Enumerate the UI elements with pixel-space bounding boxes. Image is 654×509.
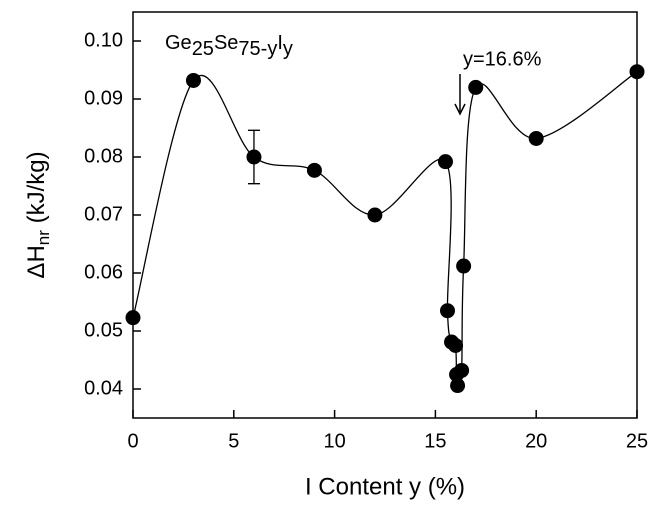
data-point bbox=[629, 64, 645, 80]
data-point bbox=[468, 79, 484, 95]
data-point bbox=[367, 207, 383, 223]
formula-sub: y bbox=[283, 38, 293, 60]
data-point bbox=[454, 362, 470, 378]
x-tick-label: 10 bbox=[323, 430, 345, 452]
y-tick-label: 0.09 bbox=[84, 87, 123, 109]
data-point bbox=[185, 72, 201, 88]
data-point bbox=[437, 154, 453, 170]
formula-part: I bbox=[277, 32, 283, 54]
y-title-unit: (kJ/kg) bbox=[23, 151, 50, 230]
formula-part: Se bbox=[214, 32, 238, 54]
data-point bbox=[306, 162, 322, 178]
x-tick-label: 20 bbox=[525, 430, 547, 452]
arrow-annotation: y=16.6% bbox=[463, 48, 542, 70]
y-axis-title: ΔHnr (kJ/kg) bbox=[23, 151, 53, 278]
formula-annotation: Ge25Se75-yIy bbox=[165, 32, 293, 60]
data-point bbox=[439, 303, 455, 319]
data-point bbox=[456, 258, 472, 274]
x-tick-label: 25 bbox=[626, 430, 648, 452]
x-axis-title: I Content y (%) bbox=[305, 473, 465, 500]
x-tick-label: 5 bbox=[228, 430, 239, 452]
data-point bbox=[450, 378, 466, 394]
x-tick-label: 0 bbox=[127, 430, 138, 452]
fit-curve bbox=[132, 71, 638, 387]
data-point bbox=[528, 130, 544, 146]
y-tick-label: 0.07 bbox=[84, 203, 123, 225]
formula-sub: 75-y bbox=[238, 38, 277, 60]
y-tick-label: 0.10 bbox=[84, 29, 123, 51]
data-point bbox=[246, 149, 262, 165]
plot-frame bbox=[132, 11, 638, 419]
y-tick-label: 0.06 bbox=[84, 261, 123, 283]
x-tick-label: 15 bbox=[424, 430, 446, 452]
formula-part: Ge bbox=[165, 32, 192, 54]
formula-sub: 25 bbox=[192, 38, 214, 60]
y-tick-label: 0.05 bbox=[84, 319, 123, 341]
annotation-arrowhead bbox=[454, 103, 466, 116]
data-point bbox=[125, 310, 141, 326]
y-title-sub: nr bbox=[34, 230, 53, 245]
y-tick-label: 0.04 bbox=[84, 377, 123, 399]
y-title-main: ΔH bbox=[23, 245, 50, 278]
y-tick-label: 0.08 bbox=[84, 145, 123, 167]
data-point bbox=[448, 338, 464, 353]
